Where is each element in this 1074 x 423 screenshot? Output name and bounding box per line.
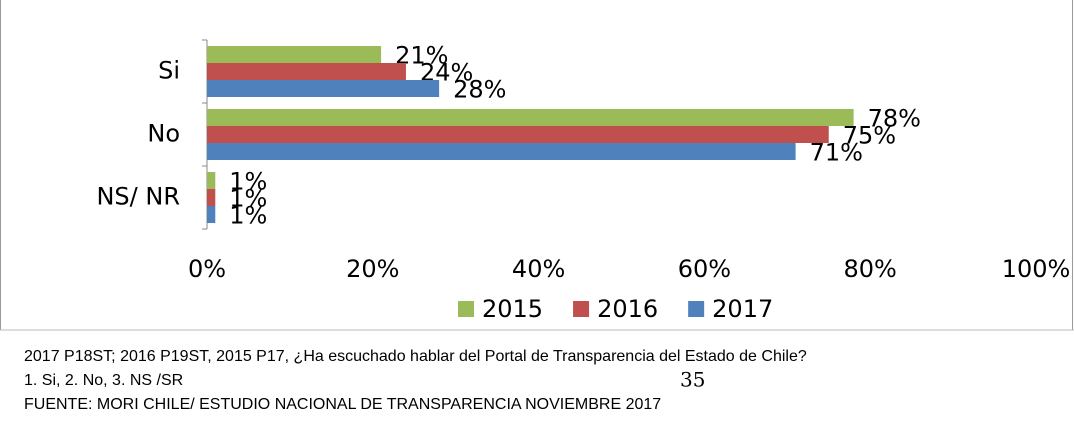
legend-swatch [688, 301, 705, 317]
footer-line: 1. Si, 2. No, 3. NS /SR [24, 372, 183, 389]
value-label: 28% [453, 76, 506, 104]
value-label: 71% [810, 139, 863, 167]
bar [207, 126, 829, 143]
value-label: 78% [868, 105, 921, 133]
y-tick-label: NS/ NR [96, 183, 180, 211]
bar [207, 172, 216, 189]
x-tick-label: 80% [844, 255, 897, 283]
x-tick-label: 40% [512, 255, 565, 283]
legend-label: 2016 [597, 295, 658, 323]
bar [207, 80, 440, 97]
page-number: 35 [680, 368, 705, 392]
legend-swatch [573, 301, 590, 317]
value-label: 1% [229, 168, 267, 196]
bar [207, 206, 216, 223]
x-tick-label: 20% [346, 255, 399, 283]
value-label: 1% [229, 185, 267, 213]
value-label: 75% [843, 122, 896, 150]
y-tick-label: Si [158, 57, 180, 85]
footer-line: FUENTE: MORI CHILE/ ESTUDIO NACIONAL DE … [24, 396, 661, 413]
legend-swatch [458, 301, 474, 317]
y-tick-label: No [147, 120, 180, 148]
bar [207, 46, 382, 63]
bar [207, 63, 406, 80]
legend-label: 2015 [482, 295, 543, 323]
footer-line: 2017 P18ST; 2016 P19ST, 2015 P17, ¿Ha es… [24, 348, 807, 365]
value-label: 1% [229, 202, 267, 230]
bar [207, 189, 216, 206]
x-tick-label: 0% [188, 255, 226, 283]
x-tick-label: 60% [678, 255, 731, 283]
bar [207, 143, 796, 160]
x-tick-label: 100% [1002, 255, 1071, 283]
bar [207, 109, 854, 126]
legend-label: 2017 [712, 295, 773, 323]
